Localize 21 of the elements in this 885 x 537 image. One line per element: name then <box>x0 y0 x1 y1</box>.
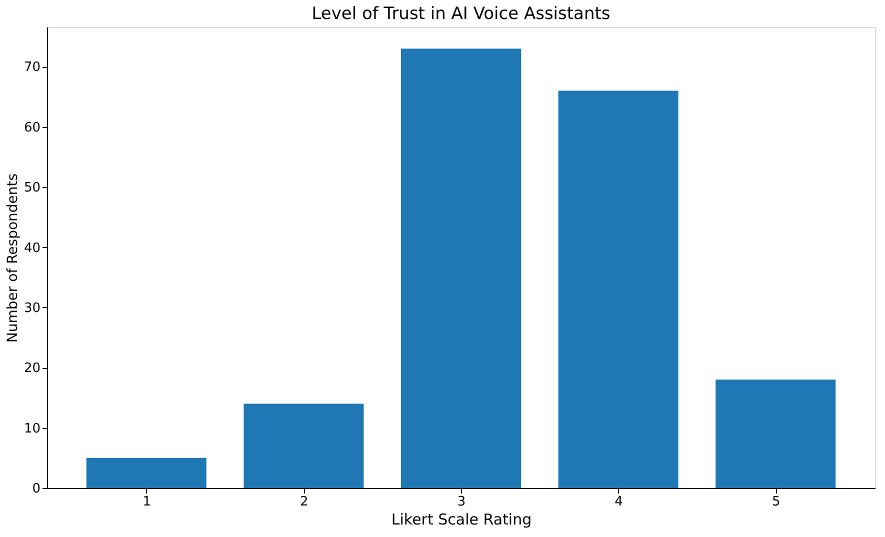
y-tick-label: 30 <box>24 300 40 316</box>
x-tick-label: 3 <box>457 494 466 510</box>
x-tick-label: 5 <box>772 494 780 510</box>
x-tick-label: 2 <box>300 494 308 510</box>
bar <box>244 404 364 488</box>
bar <box>401 48 521 488</box>
bar <box>86 458 206 488</box>
y-axis-title: Number of Respondents <box>4 173 21 343</box>
y-tick-label: 20 <box>24 361 40 376</box>
y-tick-label: 0 <box>32 482 40 496</box>
bar <box>716 380 836 488</box>
chart-title: Level of Trust in AI Voice Assistants <box>312 4 610 24</box>
x-tick-label: 4 <box>614 494 623 510</box>
x-tick-label: 1 <box>142 494 152 510</box>
y-tick-label: 10 <box>24 421 40 436</box>
y-tick-label: 40 <box>24 240 40 256</box>
y-tick-label: 50 <box>24 180 40 196</box>
x-axis-title: Likert Scale Rating <box>391 510 532 528</box>
bar <box>558 90 678 488</box>
y-tick-label: 70 <box>24 60 40 76</box>
y-tick-label: 60 <box>24 120 40 136</box>
